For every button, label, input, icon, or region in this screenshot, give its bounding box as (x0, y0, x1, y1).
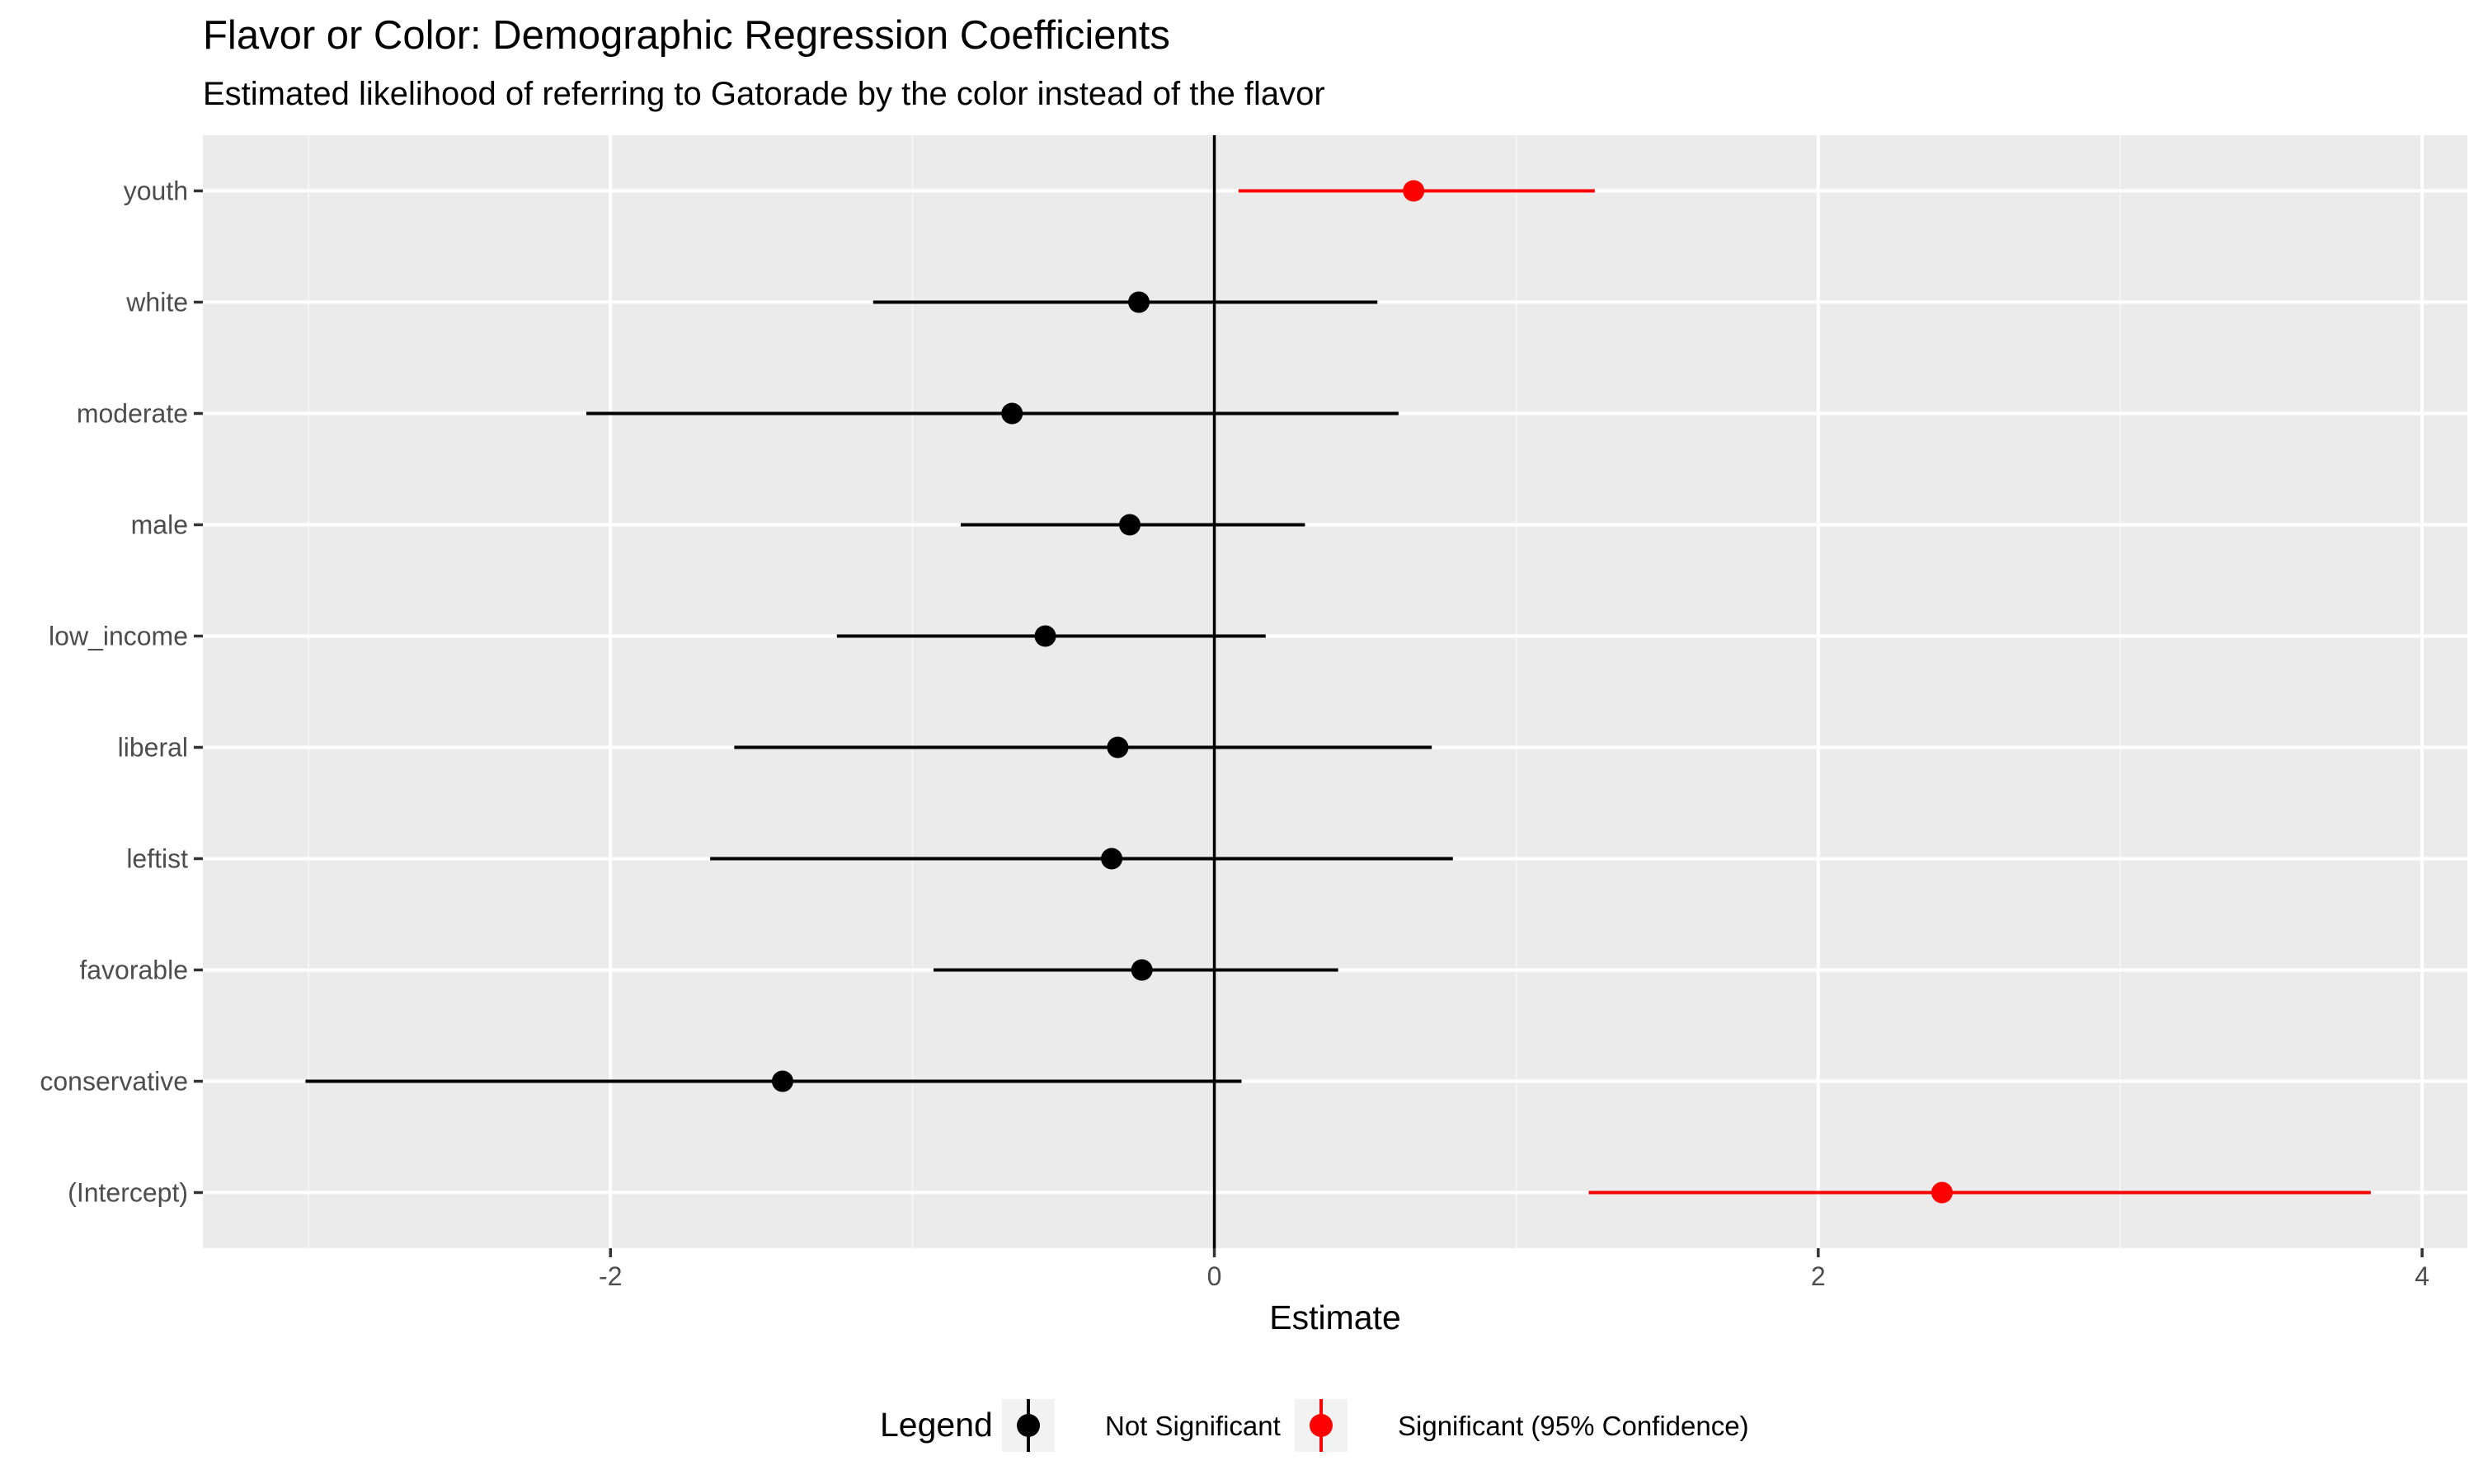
y-tick-label-intercept: (Intercept) (68, 1178, 188, 1208)
plot-panel (203, 135, 2467, 1248)
legend-label-not-significant: Not Significant (1105, 1411, 1281, 1441)
x-tick-label: 4 (2415, 1261, 2429, 1291)
point-moderate (1001, 402, 1023, 425)
chart-title: Flavor or Color: Demographic Regression … (203, 13, 1170, 58)
legend-key-point-significant-95-confidence (1310, 1414, 1333, 1437)
point-leftist (1101, 848, 1123, 870)
x-axis-label: Estimate (1269, 1298, 1401, 1336)
point-low-income (1034, 625, 1056, 647)
minor-gridlines (308, 135, 2121, 1248)
point-favorable (1131, 959, 1153, 981)
y-tick-label-favorable: favorable (79, 956, 188, 985)
x-tick-label: 2 (1811, 1261, 1826, 1291)
y-tick-label-leftist: leftist (126, 844, 188, 874)
y-tick-label-conservative: conservative (40, 1067, 188, 1097)
legend: Legend Not Significant Significant (95% C… (880, 1399, 1749, 1452)
coefficient-marks (305, 180, 2371, 1204)
point-male (1119, 514, 1141, 536)
point-white (1128, 291, 1150, 313)
point-youth (1403, 180, 1425, 202)
point-intercept (1931, 1181, 1953, 1204)
y-tick-label-youth: youth (124, 176, 188, 206)
y-tick-label-low-income: low_income (49, 622, 188, 651)
point-liberal (1107, 736, 1129, 758)
legend-title: Legend (880, 1406, 993, 1444)
point-conservative (771, 1070, 793, 1092)
x-tick-label: -2 (599, 1261, 622, 1291)
y-tick-label-moderate: moderate (77, 399, 188, 429)
legend-key-point-not-significant (1017, 1414, 1040, 1437)
legend-label-significant-95-confidence: Significant (95% Confidence) (1398, 1411, 1749, 1441)
chart-subtitle: Estimated likelihood of referring to Gat… (203, 76, 1325, 112)
y-tick-label-male: male (131, 510, 188, 540)
y-tick-label-white: white (125, 288, 188, 317)
x-tick-label: 0 (1207, 1261, 1222, 1291)
y-tick-label-liberal: liberal (118, 733, 188, 763)
x-axis: -2 0 2 4 (599, 1248, 2429, 1291)
